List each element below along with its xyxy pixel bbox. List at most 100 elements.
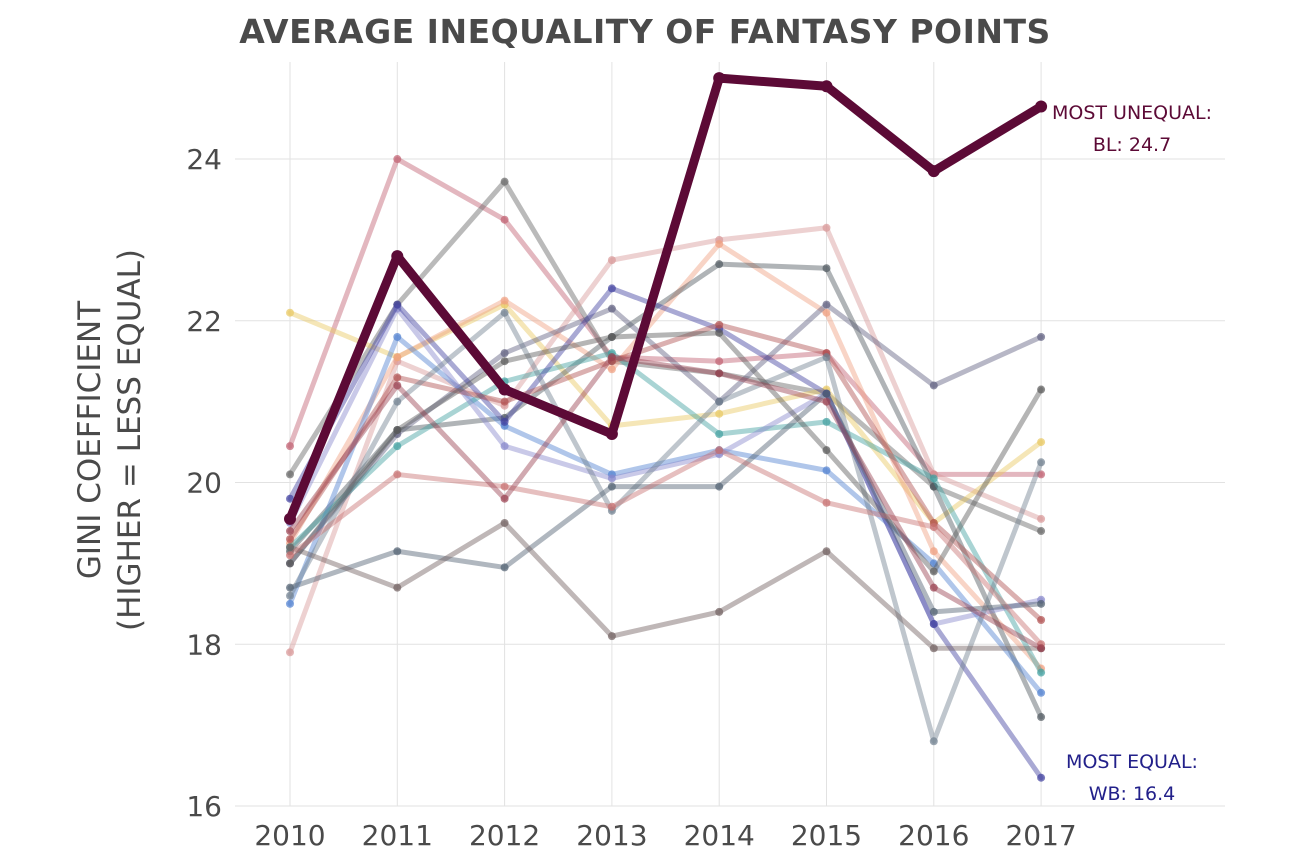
data-point bbox=[1037, 514, 1046, 523]
data-point bbox=[929, 607, 938, 616]
y-tick-label: 20 bbox=[186, 467, 222, 500]
data-point bbox=[393, 381, 402, 390]
data-point bbox=[929, 474, 938, 483]
data-point bbox=[607, 353, 616, 362]
data-point bbox=[715, 397, 724, 406]
data-point bbox=[822, 353, 831, 362]
data-point bbox=[929, 620, 938, 629]
y-tick-label: 24 bbox=[186, 143, 222, 176]
data-point bbox=[393, 470, 402, 479]
y-tick-label: 22 bbox=[186, 305, 222, 338]
data-point bbox=[822, 223, 831, 232]
data-point bbox=[929, 583, 938, 592]
data-point bbox=[284, 512, 296, 525]
data-point bbox=[822, 389, 831, 398]
data-point bbox=[500, 357, 509, 366]
data-point bbox=[1037, 527, 1046, 536]
data-point bbox=[607, 332, 616, 341]
data-point bbox=[715, 409, 724, 418]
most-unequal-value: BL: 24.7 bbox=[1093, 134, 1171, 156]
data-point bbox=[286, 583, 294, 592]
data-point bbox=[822, 466, 831, 475]
data-point bbox=[286, 591, 294, 600]
series bbox=[286, 320, 1046, 624]
data-point bbox=[286, 308, 294, 317]
data-point bbox=[500, 349, 509, 358]
data-point bbox=[607, 474, 616, 483]
data-point bbox=[286, 599, 294, 608]
x-tick-label: 2010 bbox=[254, 819, 325, 852]
data-point bbox=[393, 300, 402, 309]
most-equal-label: MOST EQUAL: bbox=[1066, 751, 1198, 773]
data-point bbox=[822, 308, 831, 317]
data-point bbox=[498, 383, 511, 396]
data-point bbox=[715, 369, 724, 378]
data-point bbox=[500, 397, 509, 406]
x-tick-label: 2013 bbox=[576, 819, 647, 852]
series-line bbox=[287, 334, 1044, 696]
data-point bbox=[393, 373, 402, 382]
chart-title: AVERAGE INEQUALITY OF FANTASY POINTS bbox=[239, 12, 1051, 51]
most-equal-value: WB: 16.4 bbox=[1089, 783, 1176, 805]
series bbox=[286, 353, 1046, 653]
series-line bbox=[285, 73, 1046, 524]
data-point bbox=[715, 446, 724, 455]
data-point bbox=[929, 381, 938, 390]
data-point bbox=[607, 256, 616, 265]
data-point bbox=[822, 446, 831, 455]
data-point bbox=[1037, 668, 1046, 677]
data-point bbox=[500, 177, 509, 186]
data-point bbox=[1035, 100, 1048, 113]
data-point bbox=[715, 260, 724, 269]
series-line bbox=[287, 310, 1044, 744]
data-point bbox=[607, 284, 616, 293]
data-point bbox=[500, 442, 509, 451]
data-point bbox=[1037, 458, 1046, 467]
series-line bbox=[287, 447, 1044, 647]
data-point bbox=[1037, 688, 1046, 697]
series bbox=[286, 328, 1046, 576]
data-point bbox=[286, 551, 294, 560]
data-point bbox=[713, 72, 726, 85]
data-point bbox=[393, 425, 402, 434]
data-point bbox=[393, 442, 402, 451]
most-unequal-label: MOST UNEQUAL: bbox=[1052, 102, 1212, 124]
series-lines bbox=[284, 72, 1048, 782]
series-line bbox=[287, 302, 1044, 566]
series-line bbox=[287, 330, 1044, 574]
y-axis-ticks: 16 18 20 22 24 bbox=[186, 143, 222, 823]
x-tick-label: 2012 bbox=[469, 819, 540, 852]
data-point bbox=[393, 397, 402, 406]
data-point bbox=[929, 559, 938, 568]
data-point bbox=[500, 482, 509, 491]
y-tick-label: 18 bbox=[186, 628, 222, 661]
data-point bbox=[500, 308, 509, 317]
series-line bbox=[287, 241, 1044, 672]
series-line bbox=[287, 354, 1044, 651]
data-point bbox=[1037, 616, 1046, 624]
data-point bbox=[715, 320, 724, 329]
series-line bbox=[287, 156, 1044, 477]
data-point bbox=[822, 300, 831, 309]
data-point bbox=[715, 328, 724, 337]
data-point bbox=[927, 165, 940, 178]
data-point bbox=[715, 482, 724, 491]
series-line bbox=[287, 520, 1044, 651]
data-point bbox=[715, 430, 724, 438]
y-tick-label: 16 bbox=[186, 790, 222, 823]
series-highlight bbox=[284, 72, 1048, 525]
data-point bbox=[607, 365, 616, 374]
data-point bbox=[607, 482, 616, 491]
data-point bbox=[822, 547, 831, 556]
y-axis-label-line-2: (HIGHER = LESS EQUAL) bbox=[112, 249, 148, 631]
data-point bbox=[286, 648, 294, 657]
series-line bbox=[287, 285, 1044, 781]
data-point bbox=[1037, 773, 1046, 782]
series-line bbox=[287, 322, 1044, 623]
data-point bbox=[1037, 599, 1046, 608]
x-axis-ticks: 2010 2011 2012 2013 2014 2015 2016 2017 bbox=[254, 819, 1076, 852]
data-point bbox=[286, 527, 294, 536]
data-point bbox=[607, 502, 616, 511]
data-point bbox=[607, 632, 616, 641]
